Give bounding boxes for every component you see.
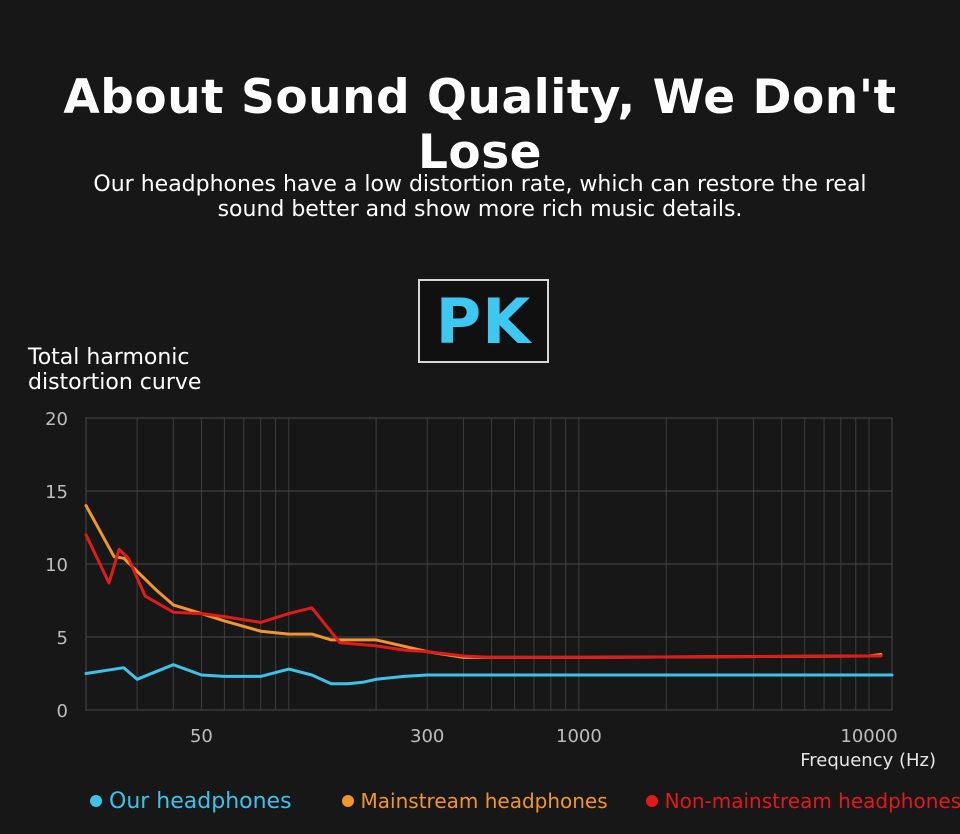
series-line-non-mainstream-headphones [84, 533, 883, 659]
subtitle-line-2: sound better and show more rich music de… [217, 197, 743, 222]
legend: Our headphones Mainstream headphones Non-m… [90, 786, 960, 816]
pk-badge: PK [418, 279, 549, 363]
series-line-our-headphones [84, 663, 894, 686]
legend-dot-icon [341, 795, 354, 807]
legend-dot-icon [645, 795, 658, 807]
x-tick-label: 50 [190, 726, 213, 747]
y-axis-label: Total harmonic distortion curve [28, 345, 248, 395]
y-tick-label: 20 [45, 409, 68, 430]
x-axis-label: Frequency (Hz) [800, 750, 936, 771]
y-tick-label: 10 [45, 555, 68, 576]
pk-badge-text: PK [435, 284, 532, 358]
y-tick-label: 15 [45, 482, 68, 503]
subtitle: Our headphones have a low distortion rat… [80, 172, 880, 222]
headline: About Sound Quality, We Don't Lose [63, 70, 897, 180]
y-tick-label: 0 [57, 701, 68, 722]
legend-label: Our headphones [109, 788, 292, 814]
x-tick-label: 1000 [556, 726, 602, 747]
legend-dot-icon [90, 795, 102, 807]
x-tick-label: 10000 [840, 726, 897, 747]
legend-item: Our headphones [90, 789, 292, 814]
y-tick-label: 5 [57, 628, 68, 649]
legend-item: Mainstream headphones [341, 789, 608, 813]
y-axis-label-line-1: Total harmonic [28, 345, 190, 370]
x-tick-label: 300 [410, 726, 444, 747]
series-line-mainstream-headphones [84, 504, 883, 659]
legend-label: Mainstream headphones [360, 789, 608, 813]
subtitle-line-1: Our headphones have a low distortion rat… [93, 172, 867, 197]
y-axis-label-line-2: distortion curve [28, 370, 202, 395]
legend-label: Non-mainstream headphones [664, 789, 960, 813]
legend-item: Non-mainstream headphones [645, 789, 960, 813]
distortion-chart: 0 5 10 15 20 50 300 1000 10000 Frequency (Hz) [45, 409, 936, 771]
